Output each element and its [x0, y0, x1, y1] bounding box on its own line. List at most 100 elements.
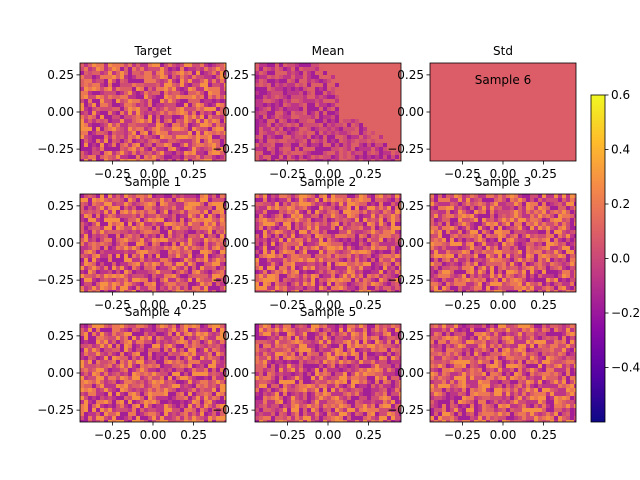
heatmap-cell — [204, 230, 208, 234]
heatmap-cell — [438, 194, 442, 198]
heatmap-cell — [391, 143, 395, 147]
heatmap-cell — [267, 155, 271, 159]
heatmap-cell — [275, 115, 279, 119]
heatmap-cell — [359, 242, 363, 246]
heatmap-cell — [180, 198, 184, 202]
heatmap-cell — [212, 123, 216, 127]
heatmap-cell — [335, 198, 339, 202]
heatmap-cell — [224, 103, 226, 107]
panel-annotation: Sample 6 — [475, 73, 531, 87]
heatmap-cell — [506, 242, 510, 246]
heatmap-cell — [379, 246, 383, 250]
heatmap-cell — [295, 111, 299, 115]
heatmap-cell — [96, 206, 100, 210]
heatmap-cell — [355, 95, 359, 99]
heatmap-cell — [212, 103, 216, 107]
heatmap-cell — [255, 79, 259, 83]
heatmap-cell — [220, 103, 224, 107]
heatmap-cell — [156, 151, 160, 155]
heatmap-cell — [339, 194, 343, 198]
heatmap-cell — [275, 250, 279, 254]
heatmap-cell — [188, 139, 192, 143]
heatmap-cell — [184, 63, 188, 67]
heatmap-cell — [144, 63, 148, 67]
heatmap-cell — [275, 75, 279, 79]
heatmap-cell — [391, 83, 395, 87]
heatmap-cell — [387, 79, 391, 83]
heatmap-cell — [391, 286, 395, 290]
heatmap-cell — [375, 198, 379, 202]
heatmap-cell — [375, 63, 379, 67]
heatmap-cell — [220, 159, 224, 161]
heatmap-cell — [395, 206, 399, 210]
heatmap-cell — [224, 159, 226, 161]
heatmap-cell — [387, 286, 391, 290]
heatmap-cell — [458, 202, 462, 206]
heatmap-cell — [490, 254, 494, 258]
heatmap-cell — [283, 139, 287, 143]
heatmap-cell — [379, 115, 383, 119]
heatmap-cell — [192, 348, 196, 352]
heatmap-cell — [331, 123, 335, 127]
heatmap-cell — [140, 147, 144, 151]
heatmap-cell — [224, 270, 226, 274]
heatmap-cell — [315, 238, 319, 242]
heatmap-cell — [391, 115, 395, 119]
heatmap-cell — [315, 143, 319, 147]
heatmap-cell — [367, 214, 371, 218]
heatmap-cell — [391, 67, 395, 71]
heatmap-cell — [188, 286, 192, 290]
heatmap-cell — [216, 258, 220, 262]
heatmap-cell — [307, 119, 311, 123]
heatmap-cell — [88, 226, 92, 230]
heatmap-cell — [259, 246, 263, 250]
heatmap-cell — [335, 278, 339, 282]
heatmap-cell — [287, 91, 291, 95]
heatmap-cell — [339, 222, 343, 226]
heatmap-cell — [88, 340, 92, 344]
heatmap-cell — [570, 254, 574, 258]
heatmap-cell — [92, 266, 96, 270]
heatmap-cell — [335, 266, 339, 270]
heatmap-cell — [136, 63, 140, 67]
heatmap-cell — [140, 270, 144, 274]
heatmap-cell — [208, 87, 212, 91]
heatmap-cell — [124, 155, 128, 159]
heatmap-cell — [530, 254, 534, 258]
heatmap-cell — [574, 246, 576, 250]
heatmap-cell — [271, 226, 275, 230]
heatmap-cell — [160, 107, 164, 111]
heatmap-cell — [339, 91, 343, 95]
heatmap-cell — [100, 95, 104, 99]
heatmap-cell — [335, 226, 339, 230]
heatmap-cell — [220, 210, 224, 214]
heatmap-cell — [116, 270, 120, 274]
heatmap-cell — [164, 91, 168, 95]
heatmap-cell — [259, 198, 263, 202]
heatmap-cell — [275, 107, 279, 111]
heatmap-cell — [259, 270, 263, 274]
heatmap-cell — [558, 198, 562, 202]
heatmap-cell — [80, 135, 84, 139]
heatmap-cell — [263, 226, 267, 230]
heatmap-cell — [180, 328, 184, 332]
heatmap-cell — [124, 262, 128, 266]
heatmap-cell — [188, 344, 192, 348]
heatmap-cell — [379, 266, 383, 270]
heatmap-cell — [128, 115, 132, 119]
heatmap-cell — [116, 254, 120, 258]
heatmap-cell — [331, 75, 335, 79]
heatmap-cell — [176, 286, 180, 290]
heatmap-cell — [566, 254, 570, 258]
heatmap-cell — [470, 242, 474, 246]
heatmap-cell — [128, 131, 132, 135]
heatmap-field — [255, 194, 401, 292]
heatmap-cell — [259, 194, 263, 198]
heatmap-cell — [88, 282, 92, 286]
heatmap-cell — [375, 242, 379, 246]
heatmap-cell — [104, 202, 108, 206]
heatmap-cell — [494, 262, 498, 266]
heatmap-cell — [152, 103, 156, 107]
heatmap-cell — [434, 218, 438, 222]
heatmap-cell — [351, 75, 355, 79]
